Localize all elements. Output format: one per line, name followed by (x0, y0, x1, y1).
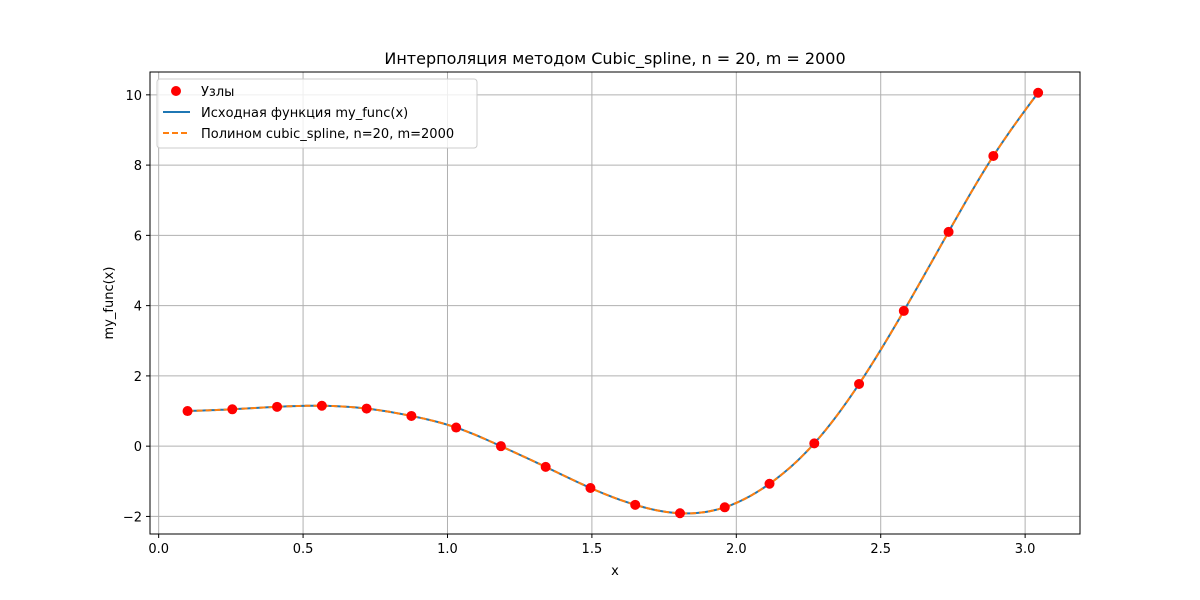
node-point (227, 404, 238, 415)
node-point (943, 226, 954, 237)
y-tick-label: 2 (134, 370, 142, 385)
node-point (764, 478, 775, 489)
node-point (495, 441, 506, 452)
legend-label-spline: Полином cubic_spline, n=20, m=2000 (201, 127, 454, 142)
node-point (630, 499, 641, 510)
x-tick-label: 0.0 (148, 542, 169, 557)
node-point (451, 422, 462, 433)
x-axis-label: x (611, 564, 619, 579)
node-point (674, 508, 685, 519)
x-tick-label: 1.0 (437, 542, 458, 557)
node-point (1033, 87, 1044, 98)
y-tick-label: 4 (134, 300, 142, 315)
y-tick-label: 0 (134, 440, 142, 455)
y-axis-label: my_func(x) (102, 267, 117, 340)
node-point (854, 378, 865, 389)
node-point (406, 410, 417, 421)
y-tick-label: −2 (123, 510, 142, 525)
x-tick-label: 0.5 (293, 542, 314, 557)
grid (150, 72, 1080, 534)
legend-label-original: Исходная функция my_func(x) (201, 106, 408, 121)
chart-title: Интерполяция методом Cubic_spline, n = 2… (384, 49, 845, 69)
node-point (316, 400, 327, 411)
node-point (585, 482, 596, 493)
node-point (898, 305, 909, 316)
node-point (988, 150, 999, 161)
y-axis-ticks: −2 0 2 4 6 8 10 (123, 89, 150, 525)
series-line-spline (187, 92, 1039, 515)
x-tick-label: 2.5 (870, 542, 891, 557)
y-tick-label: 10 (125, 89, 142, 104)
x-tick-label: 2.0 (726, 542, 747, 557)
node-point (809, 438, 820, 449)
x-tick-label: 1.5 (582, 542, 603, 557)
legend: Узлы Исходная функция my_func(x) Полином… (156, 78, 478, 149)
x-axis-ticks: 0.0 0.5 1.0 1.5 2.0 2.5 3.0 (148, 534, 1035, 557)
legend-label-nodes: Узлы (201, 85, 234, 100)
x-tick-label: 3.0 (1015, 542, 1036, 557)
legend-marker-nodes (171, 86, 181, 96)
node-point (719, 502, 730, 513)
series-layer (182, 87, 1044, 519)
legend-frame (156, 78, 478, 149)
plot-frame (149, 71, 1081, 535)
node-point (540, 461, 551, 472)
node-point (272, 401, 283, 412)
y-tick-label: 6 (134, 229, 142, 244)
y-tick-label: 8 (134, 159, 142, 174)
node-point (182, 406, 193, 417)
node-point (361, 403, 372, 414)
